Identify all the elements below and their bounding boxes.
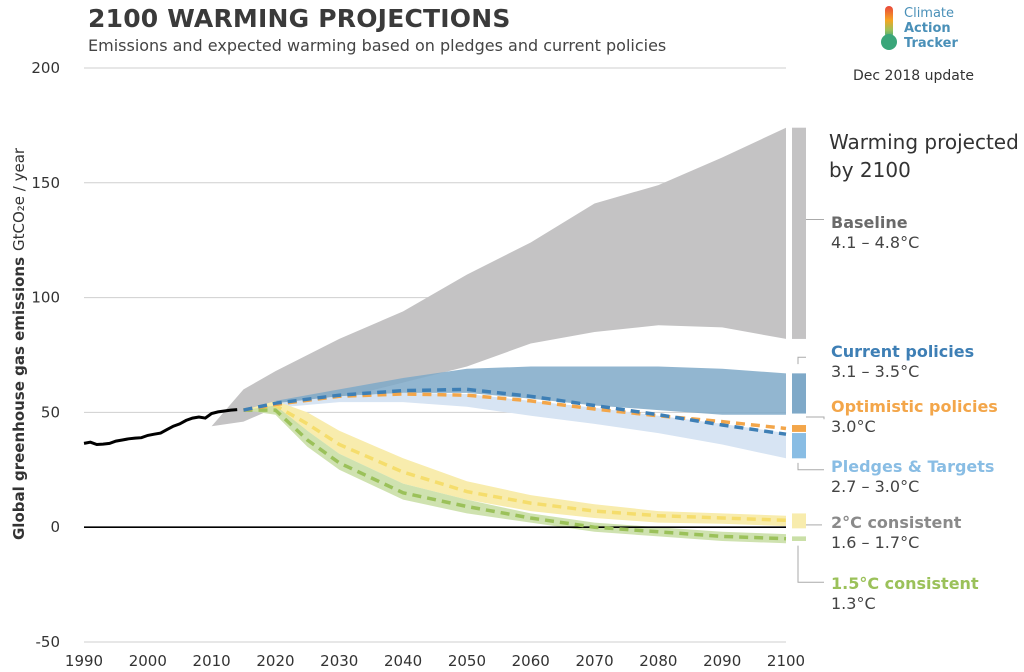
current-policies-annotation: Current policies 3.1 – 3.5°C bbox=[831, 342, 974, 382]
x-tick-label: 2040 bbox=[384, 652, 422, 670]
y-tick-label: -50 bbox=[36, 633, 61, 651]
pledges-annotation: Pledges & Targets 2.7 – 3.0°C bbox=[831, 457, 994, 497]
current-connector bbox=[797, 356, 806, 365]
one-five-degree-annotation: 1.5°C consistent 1.3°C bbox=[831, 574, 979, 614]
baseline-range-bar bbox=[792, 127, 806, 339]
x-tick-label: 2080 bbox=[639, 652, 677, 670]
one-five-degree-label: 1.5°C consistent bbox=[831, 574, 979, 593]
y-tick-label: 0 bbox=[50, 518, 60, 536]
chart-title: 2100 WARMING PROJECTIONS bbox=[88, 4, 511, 33]
optimistic-policies-warming: 3.0°C bbox=[831, 417, 876, 436]
baseline-annotation: Baseline 4.1 – 4.8°C bbox=[831, 213, 919, 253]
optimistic-policies-annotation: Optimistic policies 3.0°C bbox=[831, 397, 998, 437]
optimistic-policies-label: Optimistic policies bbox=[831, 397, 998, 416]
y-tick-label: 200 bbox=[31, 59, 60, 77]
logo-line-1: Climate bbox=[904, 6, 955, 21]
y-tick-label: 150 bbox=[31, 174, 60, 192]
x-tick-label: 2000 bbox=[129, 652, 167, 670]
two-degree-band bbox=[243, 400, 786, 527]
one-five-degree-range-bar bbox=[792, 536, 806, 541]
baseline-label: Baseline bbox=[831, 213, 908, 232]
pledges-range-bar bbox=[792, 433, 806, 459]
optimistic-connector bbox=[806, 416, 825, 420]
warming-panel-heading: Warming projected by 2100 bbox=[829, 130, 1019, 182]
one-five-degree-band bbox=[243, 405, 786, 544]
one-five-connector bbox=[797, 545, 824, 583]
pledges-connector bbox=[797, 462, 824, 471]
current-policies-line bbox=[243, 387, 787, 436]
x-tick-label: 2010 bbox=[193, 652, 231, 670]
two-degree-label: 2°C consistent bbox=[831, 513, 962, 532]
pledges-band bbox=[243, 392, 786, 459]
two-degree-range-bar bbox=[792, 513, 806, 529]
one-five-degree-line bbox=[243, 408, 787, 541]
pledges-warming: 2.7 – 3.0°C bbox=[831, 477, 920, 496]
optimistic-range-bar bbox=[792, 425, 806, 432]
y-tick-label: 50 bbox=[41, 403, 60, 421]
two-degree-line bbox=[243, 403, 787, 523]
x-tick-label: 2100 bbox=[767, 652, 805, 670]
pledges-label: Pledges & Targets bbox=[831, 457, 995, 476]
y-tick-label: 100 bbox=[31, 289, 60, 307]
x-tick-label: 2020 bbox=[256, 652, 294, 670]
climate-action-tracker-logo[interactable]: Climate Action Tracker bbox=[878, 4, 988, 52]
chart-subtitle: Emissions and expected warming based on … bbox=[88, 36, 667, 55]
current-policies-band bbox=[243, 366, 786, 415]
x-tick-label: 2060 bbox=[512, 652, 550, 670]
current-policies-label: Current policies bbox=[831, 342, 975, 361]
current-policies-range-bar bbox=[792, 373, 806, 414]
x-tick-label: 2090 bbox=[703, 652, 741, 670]
one-five-degree-warming: 1.3°C bbox=[831, 594, 876, 613]
x-tick-label: 2050 bbox=[448, 652, 486, 670]
logo-line-3: Tracker bbox=[904, 36, 958, 51]
current-policies-warming: 3.1 – 3.5°C bbox=[831, 362, 920, 381]
x-tick-label: 2030 bbox=[320, 652, 358, 670]
baseline-warming: 4.1 – 4.8°C bbox=[831, 233, 920, 252]
x-tick-label: 1990 bbox=[65, 652, 103, 670]
x-tick-label: 2070 bbox=[575, 652, 613, 670]
two-degree-warming: 1.6 – 1.7°C bbox=[831, 533, 920, 552]
update-date: Dec 2018 update bbox=[853, 68, 974, 84]
historical-emissions-line bbox=[83, 408, 238, 447]
logo-line-2: Action bbox=[904, 21, 951, 36]
baseline-band bbox=[211, 127, 787, 427]
thermometer-icon bbox=[881, 6, 897, 50]
two-degree-annotation: 2°C consistent 1.6 – 1.7°C bbox=[831, 513, 961, 553]
